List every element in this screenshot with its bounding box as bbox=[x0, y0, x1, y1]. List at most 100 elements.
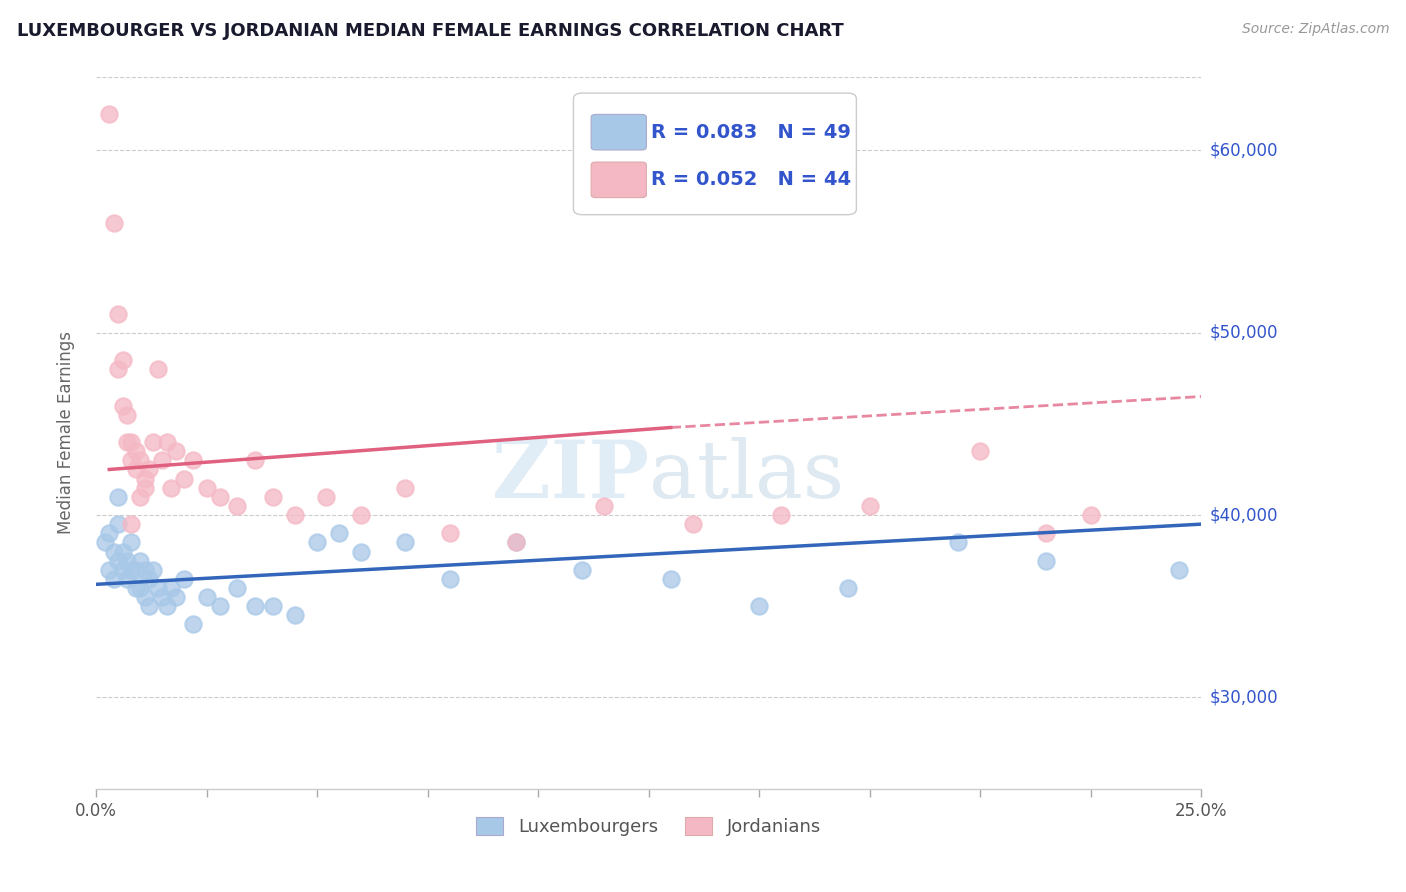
Point bbox=[181, 617, 204, 632]
Point bbox=[226, 581, 249, 595]
Point bbox=[770, 508, 793, 522]
Point bbox=[837, 581, 859, 595]
FancyBboxPatch shape bbox=[574, 93, 856, 215]
Point bbox=[129, 490, 152, 504]
Point bbox=[946, 535, 969, 549]
Point bbox=[505, 535, 527, 549]
Point bbox=[107, 490, 129, 504]
Point bbox=[120, 453, 142, 467]
Point bbox=[394, 481, 416, 495]
Point bbox=[98, 526, 121, 541]
Point bbox=[94, 535, 117, 549]
Point bbox=[134, 472, 156, 486]
Point bbox=[125, 581, 148, 595]
Point bbox=[138, 572, 160, 586]
Point bbox=[969, 444, 991, 458]
Point bbox=[107, 553, 129, 567]
Point bbox=[146, 362, 169, 376]
Point bbox=[129, 581, 152, 595]
Point bbox=[138, 462, 160, 476]
Point bbox=[129, 453, 152, 467]
Point bbox=[150, 590, 173, 604]
Point bbox=[129, 553, 152, 567]
Point bbox=[142, 563, 165, 577]
Point bbox=[138, 599, 160, 614]
Point bbox=[115, 408, 138, 422]
Text: $60,000: $60,000 bbox=[1211, 141, 1278, 160]
Point bbox=[859, 499, 882, 513]
Point bbox=[226, 499, 249, 513]
Point bbox=[120, 535, 142, 549]
Point bbox=[134, 563, 156, 577]
Point bbox=[107, 517, 129, 532]
Point bbox=[115, 435, 138, 450]
Text: atlas: atlas bbox=[648, 437, 844, 515]
Point bbox=[142, 435, 165, 450]
Point bbox=[195, 481, 218, 495]
Text: Source: ZipAtlas.com: Source: ZipAtlas.com bbox=[1241, 22, 1389, 37]
Point bbox=[439, 572, 461, 586]
FancyBboxPatch shape bbox=[591, 114, 647, 150]
Text: $50,000: $50,000 bbox=[1211, 324, 1278, 342]
Point bbox=[111, 563, 134, 577]
Point bbox=[1035, 526, 1057, 541]
Point bbox=[160, 481, 183, 495]
Point bbox=[146, 581, 169, 595]
Point bbox=[120, 435, 142, 450]
Point bbox=[115, 572, 138, 586]
Point bbox=[571, 563, 593, 577]
Point bbox=[134, 590, 156, 604]
Text: ZIP: ZIP bbox=[492, 437, 648, 515]
Text: LUXEMBOURGER VS JORDANIAN MEDIAN FEMALE EARNINGS CORRELATION CHART: LUXEMBOURGER VS JORDANIAN MEDIAN FEMALE … bbox=[17, 22, 844, 40]
Point bbox=[111, 544, 134, 558]
Point bbox=[107, 308, 129, 322]
Point bbox=[165, 444, 187, 458]
Point bbox=[748, 599, 770, 614]
Point bbox=[208, 599, 231, 614]
Point bbox=[111, 353, 134, 368]
Point bbox=[195, 590, 218, 604]
FancyBboxPatch shape bbox=[591, 162, 647, 198]
Point bbox=[160, 581, 183, 595]
Point bbox=[125, 462, 148, 476]
Point bbox=[103, 216, 125, 230]
Point bbox=[394, 535, 416, 549]
Point bbox=[328, 526, 350, 541]
Point bbox=[115, 553, 138, 567]
Point bbox=[305, 535, 328, 549]
Point bbox=[134, 481, 156, 495]
Point bbox=[208, 490, 231, 504]
Point bbox=[120, 517, 142, 532]
Legend: Luxembourgers, Jordanians: Luxembourgers, Jordanians bbox=[470, 810, 828, 844]
Text: R = 0.052   N = 44: R = 0.052 N = 44 bbox=[651, 170, 851, 189]
Point bbox=[350, 544, 373, 558]
Point bbox=[125, 563, 148, 577]
Point bbox=[1080, 508, 1102, 522]
Point bbox=[156, 435, 179, 450]
Point bbox=[284, 508, 307, 522]
Point bbox=[593, 499, 616, 513]
Point bbox=[181, 453, 204, 467]
Point bbox=[243, 453, 266, 467]
Point bbox=[98, 107, 121, 121]
Point bbox=[243, 599, 266, 614]
Point bbox=[262, 490, 284, 504]
Point bbox=[150, 453, 173, 467]
Point bbox=[103, 572, 125, 586]
Point bbox=[505, 535, 527, 549]
Y-axis label: Median Female Earnings: Median Female Earnings bbox=[58, 332, 75, 534]
Point bbox=[125, 444, 148, 458]
Point bbox=[173, 572, 195, 586]
Point bbox=[1035, 553, 1057, 567]
Point bbox=[165, 590, 187, 604]
Point bbox=[262, 599, 284, 614]
Point bbox=[173, 472, 195, 486]
Text: $40,000: $40,000 bbox=[1211, 506, 1278, 524]
Text: $30,000: $30,000 bbox=[1211, 689, 1278, 706]
Point bbox=[120, 563, 142, 577]
Point bbox=[103, 544, 125, 558]
Point bbox=[284, 608, 307, 623]
Point bbox=[107, 362, 129, 376]
Point bbox=[659, 572, 682, 586]
Point bbox=[315, 490, 337, 504]
